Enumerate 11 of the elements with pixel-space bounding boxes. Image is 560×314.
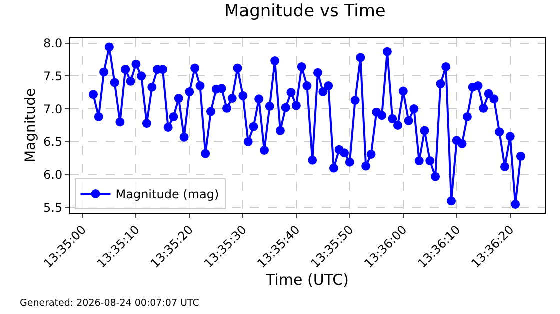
y-tick-label: 8.0 [44, 36, 63, 50]
y-tick-label: 7.0 [44, 102, 63, 116]
chart-title: Magnitude vs Time [224, 2, 386, 22]
text: Generated: 2026-08-24 00:07:07 UTC [20, 298, 200, 309]
y-tick-label: 6.0 [44, 168, 63, 182]
legend-label: Magnitude (mag) [116, 188, 220, 202]
y-axis-title: Magnitude [23, 88, 40, 163]
y-tick-label: 7.5 [44, 69, 63, 84]
x-axis-title: Time (UTC) [265, 270, 349, 289]
y-tick-label: 6.5 [44, 135, 63, 150]
y-tick-label: 5.5 [44, 200, 63, 215]
